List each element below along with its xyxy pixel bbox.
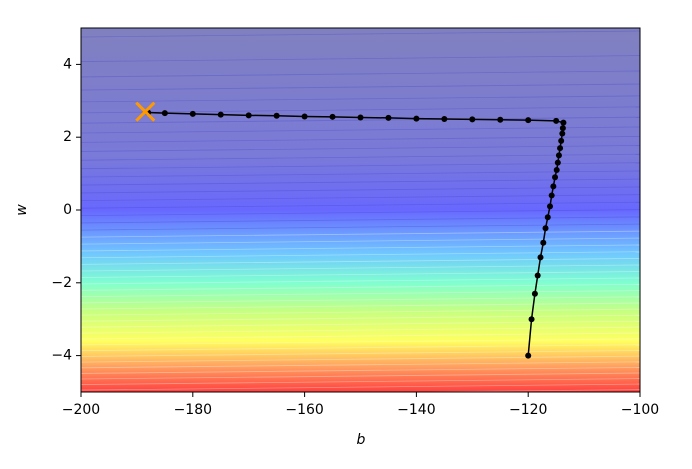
- path-point: [441, 116, 448, 122]
- path-point: [534, 272, 541, 279]
- contour-line: [81, 257, 640, 265]
- contour-line: [81, 162, 640, 170]
- contour-line: [81, 30, 640, 38]
- contour-fill: [81, 28, 640, 392]
- contour-line: [81, 135, 640, 143]
- contour-line: [81, 302, 640, 310]
- contour-line: [81, 186, 640, 194]
- contour-line: [81, 237, 640, 245]
- path-point: [189, 110, 196, 117]
- contour-line: [81, 361, 640, 369]
- contour-line: [81, 170, 640, 178]
- y-tick-label: −2: [51, 275, 72, 291]
- path-point: [528, 316, 535, 323]
- contour-line: [81, 201, 640, 209]
- contour-line: [81, 320, 640, 328]
- contour-line: [81, 106, 640, 114]
- path-point: [537, 254, 544, 261]
- y-tick-label: 2: [63, 129, 72, 145]
- path-point: [542, 225, 549, 232]
- contour-line: [81, 126, 640, 134]
- path-point: [553, 117, 560, 124]
- contour-line: [81, 251, 640, 259]
- contour-line: [81, 283, 640, 291]
- contour-line: [81, 153, 640, 161]
- contour-line: [81, 383, 640, 391]
- contour-line: [81, 230, 640, 238]
- contour-line: [81, 355, 640, 363]
- contour-line: [81, 83, 640, 91]
- path-point: [554, 159, 561, 166]
- x-tick-label: −120: [509, 402, 547, 418]
- path-point: [329, 113, 336, 120]
- contour-line: [375, 389, 640, 392]
- path-point: [548, 192, 555, 199]
- y-tick-label: −4: [51, 348, 72, 364]
- x-tick-label: −160: [285, 402, 323, 418]
- y-tick-label: 4: [63, 56, 72, 72]
- path-point: [525, 117, 532, 124]
- path-point: [552, 174, 559, 181]
- path-point: [217, 111, 224, 118]
- path-point: [550, 183, 557, 190]
- contour-line: [81, 178, 640, 186]
- path-point: [544, 214, 551, 221]
- contour-line: [81, 338, 640, 346]
- path-point: [413, 115, 420, 122]
- y-tick-label: 0: [63, 202, 72, 218]
- path-point: [525, 352, 532, 359]
- path-point: [161, 110, 168, 117]
- path-point: [560, 119, 567, 126]
- contour-lines: [81, 30, 640, 401]
- x-tick-label: −200: [62, 402, 100, 418]
- path-point: [557, 145, 564, 152]
- contour-line: [81, 367, 640, 374]
- x-axis-label: b: [357, 432, 366, 448]
- contour-line: [81, 290, 640, 298]
- end-marker-cross: [135, 101, 156, 122]
- contour-line: [81, 264, 640, 272]
- contour-line: [81, 244, 640, 252]
- contour-line: [81, 350, 640, 357]
- contour-line: [81, 332, 640, 340]
- contour-line: [81, 145, 640, 152]
- end-marker: [135, 101, 156, 122]
- contour-line: [81, 271, 640, 278]
- contour-line: [81, 296, 640, 304]
- path-point: [497, 116, 504, 123]
- x-tick-label: −180: [174, 402, 212, 418]
- contour-line: [81, 378, 640, 385]
- contour-line: [81, 308, 640, 316]
- path-point: [553, 166, 560, 173]
- contour-line: [81, 55, 640, 62]
- contour-line: [81, 326, 640, 334]
- path-point: [559, 130, 566, 137]
- contour-line: [81, 344, 640, 352]
- path-point: [540, 239, 547, 246]
- path-point: [531, 290, 538, 297]
- path-point: [245, 112, 252, 119]
- contour-line: [81, 395, 640, 401]
- path-point: [559, 125, 566, 132]
- contour-line: [81, 194, 640, 202]
- contour-line: [81, 314, 640, 322]
- x-tick-label: −100: [621, 402, 659, 418]
- x-tick-label: −140: [397, 402, 435, 418]
- plot: [135, 101, 567, 359]
- path-point: [357, 114, 364, 121]
- contour-line: [81, 277, 640, 285]
- y-axis-label: w: [14, 204, 30, 216]
- path-point: [547, 203, 554, 210]
- contour-line: [81, 70, 640, 78]
- path-point: [301, 113, 308, 120]
- contour-line: [81, 95, 640, 103]
- path-point: [273, 112, 280, 119]
- path-point: [385, 114, 392, 121]
- path-point: [469, 116, 476, 123]
- path-point: [558, 137, 565, 144]
- path-point: [555, 152, 562, 159]
- contour-line: [81, 209, 640, 217]
- contour-line: [81, 372, 640, 380]
